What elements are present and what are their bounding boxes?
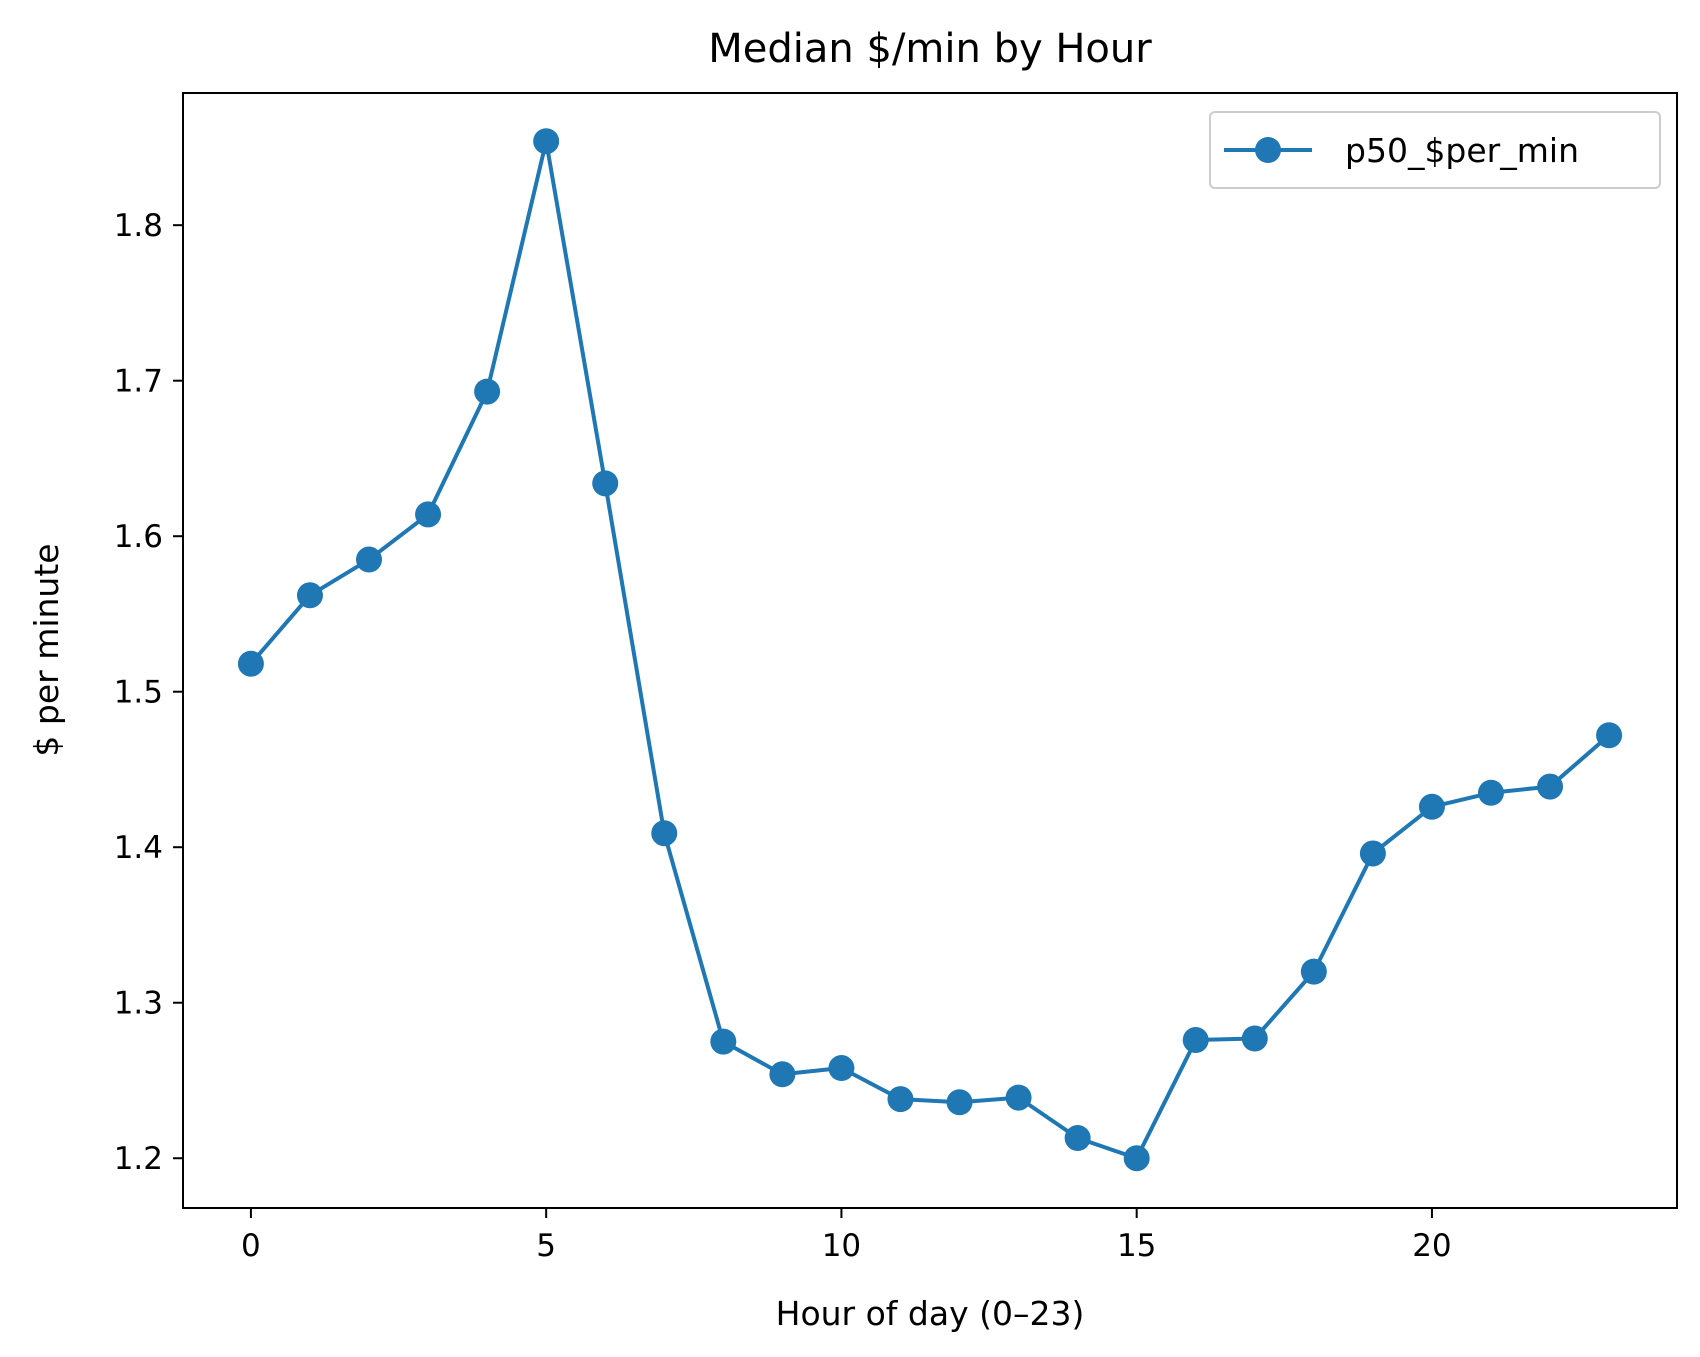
series-layer (237, 128, 1623, 1172)
y-tick-label: 1.5 (114, 675, 163, 711)
data-point (356, 546, 383, 573)
data-point (828, 1055, 855, 1082)
data-point (1182, 1027, 1209, 1054)
legend-label: p50_$per_min (1345, 131, 1579, 170)
x-tick-label: 0 (241, 1228, 261, 1264)
data-point (296, 582, 323, 609)
data-point (237, 650, 264, 677)
x-tick-label: 5 (536, 1228, 556, 1264)
data-point (1123, 1145, 1150, 1172)
y-tick-label: 1.6 (114, 519, 163, 555)
y-axis-label: $ per minute (27, 543, 66, 756)
y-tick-label: 1.4 (114, 830, 163, 866)
data-point (946, 1089, 973, 1116)
data-point (1005, 1084, 1032, 1111)
chart-title: Median $/min by Hour (708, 26, 1152, 72)
data-point (651, 820, 678, 847)
data-point (1596, 722, 1623, 749)
data-point (1241, 1025, 1268, 1052)
x-axis-ticks: 0 5 10 15 20 (241, 1208, 1452, 1264)
data-point (1477, 779, 1504, 806)
y-tick-label: 1.3 (114, 986, 163, 1022)
data-point (1418, 793, 1445, 820)
y-tick-label: 1.7 (114, 364, 163, 400)
data-point (1300, 958, 1327, 985)
data-point (533, 128, 560, 155)
plot-area-frame (182, 92, 1678, 1209)
data-point (710, 1028, 737, 1055)
data-point (1359, 840, 1386, 867)
x-tick-label: 10 (822, 1228, 861, 1264)
data-point (592, 470, 619, 497)
data-point (887, 1086, 914, 1113)
data-point (1064, 1125, 1091, 1152)
x-axis-label: Hour of day (0–23) (776, 1294, 1085, 1333)
y-axis-ticks: 1.2 1.3 1.4 1.5 1.6 1.7 1.8 (114, 208, 183, 1177)
x-tick-label: 20 (1412, 1228, 1451, 1264)
legend-marker-swatch (1255, 137, 1281, 163)
y-tick-label: 1.2 (114, 1141, 163, 1177)
x-tick-label: 15 (1117, 1228, 1156, 1264)
data-point (1537, 773, 1564, 800)
legend: p50_$per_min (1209, 111, 1661, 189)
data-point (415, 501, 442, 528)
data-point (474, 378, 501, 405)
y-tick-label: 1.8 (114, 208, 163, 244)
legend-box (1209, 111, 1661, 189)
data-point (769, 1061, 796, 1088)
